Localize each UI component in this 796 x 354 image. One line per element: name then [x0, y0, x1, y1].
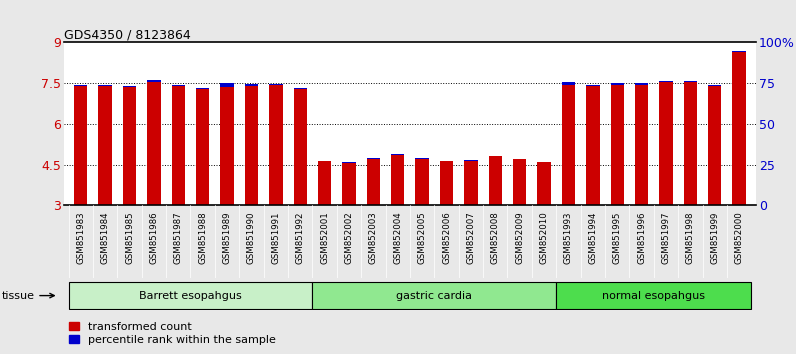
Bar: [342, 162, 356, 163]
Bar: [68, 282, 312, 309]
Text: GSM852005: GSM852005: [418, 211, 427, 264]
Text: gastric cardia: gastric cardia: [396, 291, 472, 301]
Bar: [708, 86, 721, 205]
Bar: [220, 83, 234, 87]
Text: GSM851994: GSM851994: [588, 211, 597, 264]
Text: GSM852003: GSM852003: [369, 211, 378, 264]
Bar: [367, 158, 380, 159]
Bar: [172, 85, 185, 86]
Bar: [611, 83, 624, 85]
Bar: [196, 87, 209, 88]
Bar: [489, 156, 502, 205]
Bar: [684, 81, 697, 82]
Bar: [464, 160, 478, 161]
Text: GSM851995: GSM851995: [613, 211, 622, 264]
Bar: [537, 162, 551, 205]
Bar: [513, 159, 526, 205]
Bar: [244, 86, 258, 205]
Bar: [659, 81, 673, 82]
Bar: [123, 86, 136, 87]
Bar: [586, 86, 599, 205]
Bar: [732, 52, 746, 205]
Bar: [562, 82, 576, 85]
Text: GSM851987: GSM851987: [174, 211, 183, 264]
Text: GSM851991: GSM851991: [271, 211, 280, 264]
Bar: [732, 51, 746, 52]
Text: Barrett esopahgus: Barrett esopahgus: [139, 291, 242, 301]
Bar: [684, 82, 697, 205]
Text: GSM851993: GSM851993: [564, 211, 573, 264]
Bar: [123, 87, 136, 205]
Bar: [416, 159, 429, 205]
Bar: [312, 282, 556, 309]
Bar: [99, 85, 112, 86]
Bar: [147, 82, 161, 205]
Text: GSM851992: GSM851992: [295, 211, 305, 264]
Bar: [367, 159, 380, 205]
Text: GSM851988: GSM851988: [198, 211, 207, 264]
Bar: [611, 85, 624, 205]
Bar: [269, 85, 283, 205]
Bar: [342, 163, 356, 205]
Text: GSM851985: GSM851985: [125, 211, 134, 264]
Legend: transformed count, percentile rank within the sample: transformed count, percentile rank withi…: [69, 322, 276, 345]
Text: GSM851990: GSM851990: [247, 211, 256, 264]
Text: normal esopahgus: normal esopahgus: [603, 291, 705, 301]
Bar: [416, 158, 429, 159]
Text: GSM851984: GSM851984: [100, 211, 110, 264]
Bar: [464, 161, 478, 205]
Bar: [74, 86, 88, 205]
Bar: [220, 87, 234, 205]
Text: GSM851989: GSM851989: [223, 211, 232, 264]
Bar: [294, 88, 307, 205]
Bar: [172, 86, 185, 205]
Text: GSM851983: GSM851983: [76, 211, 85, 264]
Bar: [562, 85, 576, 205]
Text: GSM852010: GSM852010: [540, 211, 548, 264]
Bar: [147, 80, 161, 82]
Bar: [391, 154, 404, 155]
Bar: [440, 161, 453, 205]
Bar: [74, 85, 88, 86]
Bar: [556, 282, 751, 309]
Bar: [196, 88, 209, 205]
Text: GSM852007: GSM852007: [466, 211, 475, 264]
Bar: [244, 84, 258, 86]
Text: GSM852000: GSM852000: [735, 211, 743, 264]
Text: GSM851999: GSM851999: [710, 211, 720, 263]
Bar: [635, 83, 648, 85]
Text: GSM852009: GSM852009: [515, 211, 525, 264]
Bar: [391, 155, 404, 205]
Text: GDS4350 / 8123864: GDS4350 / 8123864: [64, 28, 190, 41]
Bar: [659, 82, 673, 205]
Bar: [586, 85, 599, 86]
Text: GSM851998: GSM851998: [686, 211, 695, 264]
Bar: [708, 85, 721, 86]
Bar: [99, 86, 112, 205]
Text: GSM851997: GSM851997: [661, 211, 670, 264]
Bar: [635, 85, 648, 205]
Bar: [318, 161, 331, 205]
Text: GSM851986: GSM851986: [150, 211, 158, 264]
Text: GSM852006: GSM852006: [442, 211, 451, 264]
Bar: [269, 84, 283, 85]
Text: tissue: tissue: [2, 291, 54, 301]
Text: GSM852001: GSM852001: [320, 211, 329, 264]
Text: GSM852004: GSM852004: [393, 211, 402, 264]
Text: GSM851996: GSM851996: [637, 211, 646, 264]
Text: GSM852002: GSM852002: [345, 211, 353, 264]
Text: GSM852008: GSM852008: [491, 211, 500, 264]
